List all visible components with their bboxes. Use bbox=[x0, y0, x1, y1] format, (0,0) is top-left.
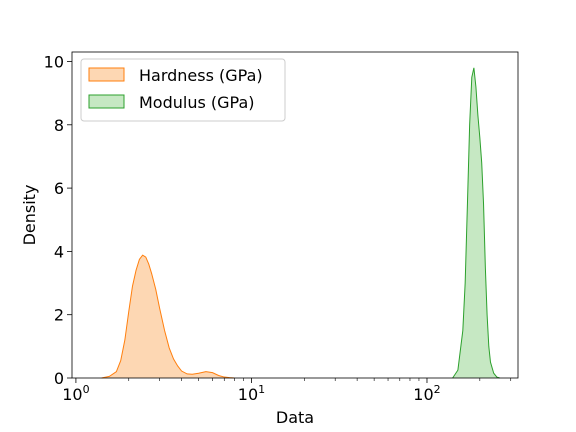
legend-label-hardness: Hardness (GPa) bbox=[139, 66, 263, 85]
y-tick-label: 6 bbox=[54, 179, 64, 198]
series-layer bbox=[101, 67, 500, 379]
x-tick-label: 101 bbox=[238, 383, 265, 404]
y-tick-label: 4 bbox=[54, 242, 64, 261]
y-tick-label: 2 bbox=[54, 306, 64, 325]
x-axis-ticks: 100 101 102 bbox=[62, 378, 512, 404]
legend-swatch-modulus bbox=[88, 94, 125, 109]
x-axis-label: Data bbox=[276, 408, 314, 427]
y-tick-label: 8 bbox=[54, 116, 64, 135]
y-tick-label: 10 bbox=[44, 52, 64, 71]
density-line-hardness bbox=[101, 254, 235, 379]
x-tick-label-base: 10 bbox=[413, 385, 433, 404]
x-tick-label-exponent: 0 bbox=[83, 383, 90, 396]
y-axis-ticks: 0 2 4 6 8 10 bbox=[44, 52, 72, 388]
density-line-modulus bbox=[452, 67, 500, 379]
y-tick-label: 0 bbox=[54, 369, 64, 388]
legend: Hardness (GPa) Modulus (GPa) bbox=[80, 58, 286, 122]
x-tick-label-exponent: 1 bbox=[258, 383, 265, 396]
x-tick-label: 100 bbox=[62, 383, 89, 404]
x-tick-label: 102 bbox=[413, 383, 440, 404]
density-fill-hardness bbox=[101, 255, 235, 378]
legend-swatch-hardness bbox=[88, 67, 125, 82]
plot-frame bbox=[71, 51, 519, 379]
x-tick-label-base: 10 bbox=[238, 385, 258, 404]
legend-label-modulus: Modulus (GPa) bbox=[139, 93, 255, 112]
density-fill-modulus bbox=[452, 67, 500, 378]
x-tick-label-base: 10 bbox=[62, 385, 82, 404]
y-axis-label: Density bbox=[20, 185, 39, 246]
x-tick-label-exponent: 2 bbox=[434, 383, 441, 396]
legend-box bbox=[80, 58, 286, 122]
